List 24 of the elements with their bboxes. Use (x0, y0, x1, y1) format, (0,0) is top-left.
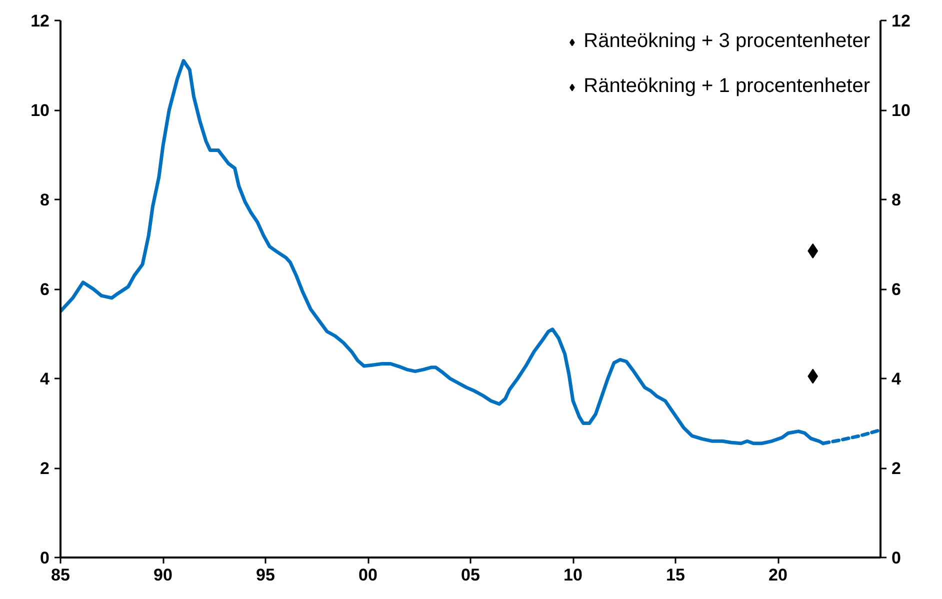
y2-tick-label: 10 (892, 101, 910, 120)
x-tick-label: 10 (564, 566, 582, 584)
y-tick-label: 4 (40, 370, 50, 388)
legend-label: Ränteökning + 3 procentenheter (584, 30, 870, 53)
y2-tick-label: 2 (892, 459, 901, 478)
legend-label: Ränteökning + 1 procentenheter (584, 75, 870, 98)
x-tick-label: 95 (256, 566, 275, 584)
y2-tick-label: 0 (892, 548, 901, 568)
x-tick-label: 85 (51, 566, 70, 584)
y-tick-label: 12 (30, 12, 50, 30)
y2-tick-label: 8 (892, 190, 901, 210)
y2-tick-label: 4 (892, 370, 902, 388)
x-tick-label: 90 (154, 566, 172, 584)
y-tick-label: 8 (40, 190, 50, 210)
x-tick-label: 20 (768, 566, 788, 584)
y-tick-label: 2 (40, 459, 50, 478)
y2-tick-label: 6 (892, 280, 901, 299)
x-tick-label: 05 (461, 566, 480, 584)
y-tick-label: 0 (40, 548, 50, 568)
x-tick-label: 15 (666, 566, 685, 584)
y2-tick-label: 12 (892, 12, 910, 30)
y-tick-label: 6 (40, 280, 50, 299)
y-tick-label: 10 (30, 101, 50, 120)
x-tick-label: 00 (358, 566, 378, 584)
